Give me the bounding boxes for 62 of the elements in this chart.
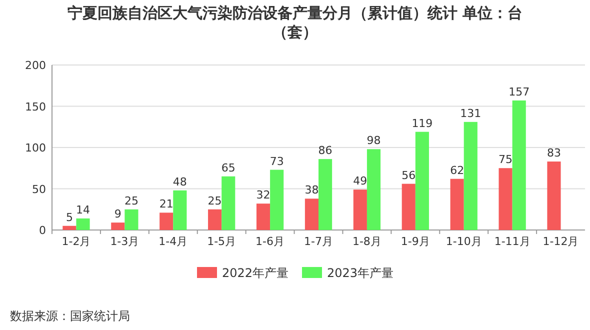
bar <box>450 178 464 230</box>
data-label: 9 <box>114 208 122 221</box>
chart-title: 宁夏回族自治区大气污染防治设备产量分月（累计值）统计 单位：台（套） <box>66 4 524 42</box>
y-tick-label: 100 <box>25 142 46 154</box>
y-tick-label: 150 <box>25 100 46 114</box>
bar <box>76 218 90 230</box>
bar <box>547 162 561 230</box>
x-tick-label: 1-6月 <box>256 235 285 248</box>
bar <box>124 209 138 230</box>
data-label: 98 <box>366 134 381 148</box>
bar <box>366 149 381 230</box>
bar <box>270 170 284 230</box>
bar <box>173 190 187 230</box>
x-tick-label: 1-8月 <box>352 235 382 248</box>
x-tick-label: 1-3月 <box>110 235 140 248</box>
y-tick-label: 0 <box>39 224 46 237</box>
bar <box>160 212 174 230</box>
bar <box>464 122 478 230</box>
bar <box>402 184 416 230</box>
data-label: 119 <box>412 116 433 130</box>
data-label: 56 <box>402 168 416 182</box>
bar <box>222 176 236 230</box>
data-label: 14 <box>76 203 90 216</box>
data-label: 48 <box>172 175 187 188</box>
data-label: 131 <box>460 106 482 120</box>
x-tick-label: 1-4月 <box>158 235 188 248</box>
bar <box>353 190 367 230</box>
bar <box>415 132 429 230</box>
data-label: 83 <box>546 146 561 160</box>
bar <box>208 209 222 230</box>
data-label: 73 <box>270 154 284 168</box>
x-tick-label: 1-7月 <box>304 235 333 248</box>
bar <box>62 226 76 230</box>
x-tick-label: 1-2月 <box>62 235 91 248</box>
x-tick-label: 1-11月 <box>494 235 530 248</box>
data-label: 5 <box>66 210 73 224</box>
y-tick-label: 50 <box>32 182 46 196</box>
data-label: 75 <box>498 153 513 166</box>
data-label: 157 <box>508 85 530 98</box>
data-label: 25 <box>208 194 222 208</box>
bar <box>256 204 270 230</box>
bar <box>512 100 526 230</box>
data-label: 65 <box>221 161 236 174</box>
bar <box>318 159 332 230</box>
x-tick-label: 1-10月 <box>446 235 482 248</box>
bar <box>111 222 125 230</box>
legend-label: 2023年产量 <box>327 266 394 280</box>
data-label: 32 <box>256 188 270 202</box>
data-label: 38 <box>304 184 319 197</box>
data-label: 62 <box>450 164 464 177</box>
legend-label: 2022年产量 <box>222 266 289 280</box>
data-label: 25 <box>124 194 138 208</box>
data-label: 21 <box>159 198 174 211</box>
y-tick-label: 200 <box>25 59 46 72</box>
bar <box>498 168 512 230</box>
source-note: 数据来源：国家统计局 <box>10 309 130 323</box>
bar <box>304 198 318 230</box>
data-label: 49 <box>353 174 368 188</box>
x-tick-label: 1-9月 <box>400 235 430 248</box>
data-label: 86 <box>318 144 332 158</box>
x-tick-label: 1-12月 <box>542 235 579 248</box>
x-tick-label: 1-5月 <box>207 235 236 248</box>
